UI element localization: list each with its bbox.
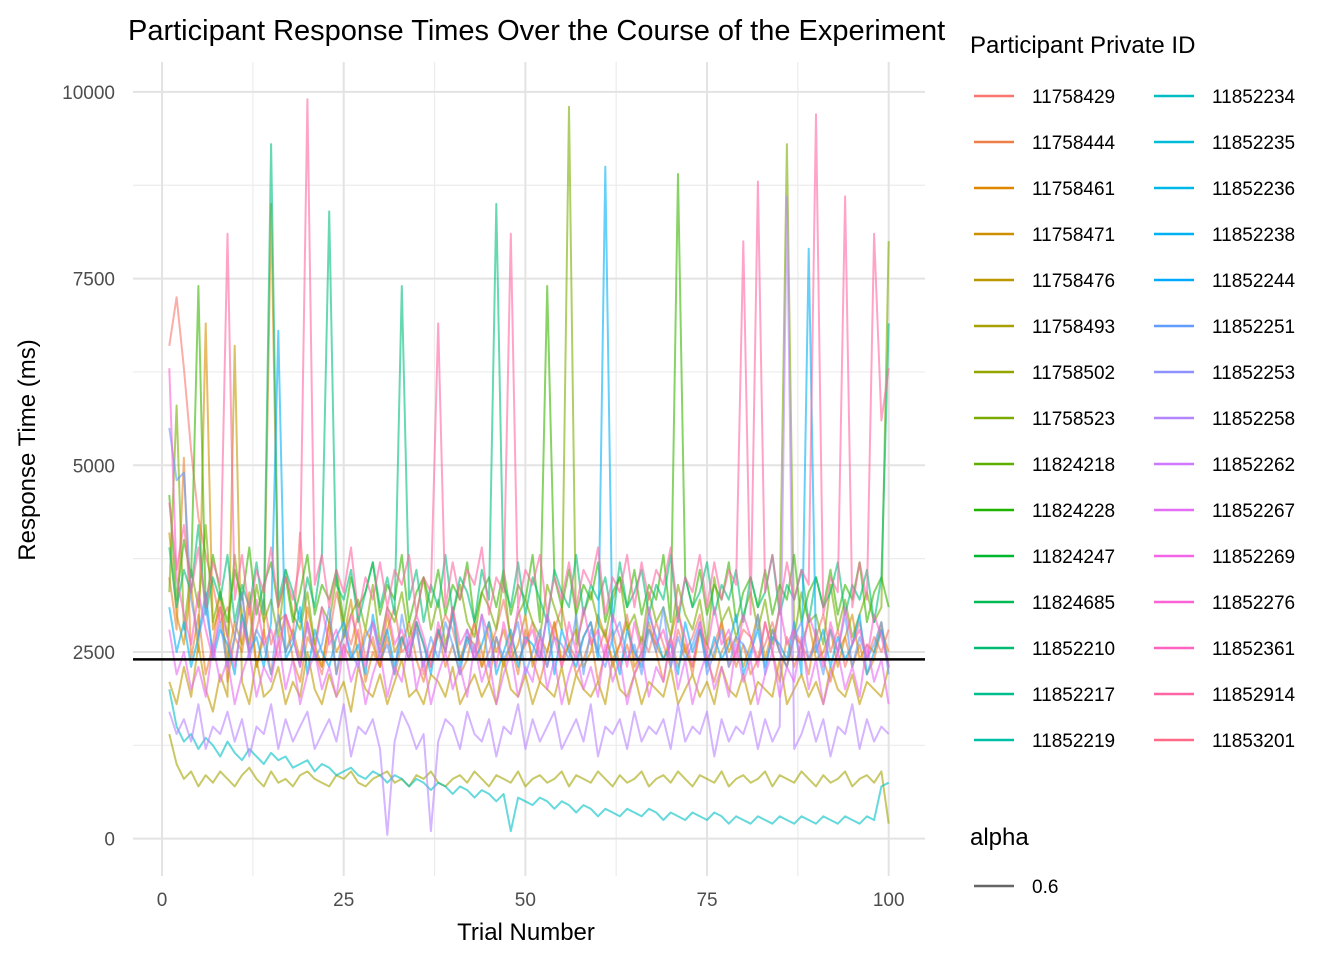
series-line xyxy=(168,689,890,833)
legend-label: 11852914 xyxy=(1212,685,1296,706)
legend-label: 11852267 xyxy=(1212,501,1295,522)
legend: Participant Private ID alpha 0.6 1175842… xyxy=(970,32,1296,898)
legend-label: 11852251 xyxy=(1212,317,1295,338)
legend-label: 11852235 xyxy=(1212,133,1295,154)
series-line xyxy=(168,368,890,668)
legend-label: 11852210 xyxy=(1032,639,1115,660)
x-tick-label: 100 xyxy=(873,890,905,911)
series-line xyxy=(168,195,890,836)
legend-label: 11758502 xyxy=(1032,363,1115,384)
legend-label: 11852234 xyxy=(1212,87,1296,108)
y-tick-label: 5000 xyxy=(73,456,115,477)
legend-label: 11852238 xyxy=(1212,225,1295,246)
series-line xyxy=(168,344,890,713)
series-line xyxy=(168,98,890,616)
legend-label: 11824228 xyxy=(1032,501,1115,522)
legend-label: 11852236 xyxy=(1212,179,1295,200)
legend-label: 11852269 xyxy=(1212,547,1295,568)
legend-label: 11758471 xyxy=(1032,225,1115,246)
y-tick-label: 0 xyxy=(104,830,115,851)
legend-label: 11852217 xyxy=(1032,685,1115,706)
chart-title: Participant Response Times Over the Cour… xyxy=(128,15,945,47)
axis-ticks: 0 25 50 75 100 0 2500 5000 7500 10000 xyxy=(62,83,904,911)
legend-label: 11852361 xyxy=(1212,639,1295,660)
y-tick-label: 7500 xyxy=(73,270,115,291)
legend-title: Participant Private ID xyxy=(970,32,1195,59)
series-line xyxy=(168,105,890,646)
legend-label: 11852244 xyxy=(1212,271,1296,292)
legend-label: 11758476 xyxy=(1032,271,1115,292)
x-tick-label: 25 xyxy=(333,890,354,911)
series-line xyxy=(168,733,890,824)
grid xyxy=(133,62,925,876)
legend-label: 11758461 xyxy=(1032,179,1115,200)
legend-label: 11852258 xyxy=(1212,409,1295,430)
x-tick-label: 50 xyxy=(515,890,536,911)
x-tick-label: 0 xyxy=(157,890,168,911)
series-lines xyxy=(168,98,890,836)
legend-label: 11852262 xyxy=(1212,455,1295,476)
legend-label: 11852276 xyxy=(1212,593,1295,614)
legend-label: 11758493 xyxy=(1032,317,1115,338)
x-axis-title: Trial Number xyxy=(457,919,595,946)
series-line xyxy=(168,427,890,676)
legend-label: 11824685 xyxy=(1032,593,1115,614)
legend-label: 11852219 xyxy=(1032,731,1115,752)
alpha-legend-title: alpha xyxy=(970,824,1029,851)
x-tick-label: 75 xyxy=(696,890,717,911)
y-axis-title: Response Time (ms) xyxy=(14,339,41,560)
alpha-legend-label: 0.6 xyxy=(1032,877,1058,898)
legend-label: 11758429 xyxy=(1032,87,1115,108)
series-line xyxy=(168,629,890,706)
legend-label: 11758444 xyxy=(1032,133,1116,154)
y-tick-label: 10000 xyxy=(62,83,115,104)
legend-label: 11758523 xyxy=(1032,409,1115,430)
legend-label: 11852253 xyxy=(1212,363,1295,384)
legend-label: 11824218 xyxy=(1032,455,1115,476)
legend-label: 11824247 xyxy=(1032,547,1115,568)
legend-label: 11853201 xyxy=(1212,731,1295,752)
y-tick-label: 2500 xyxy=(73,643,115,664)
